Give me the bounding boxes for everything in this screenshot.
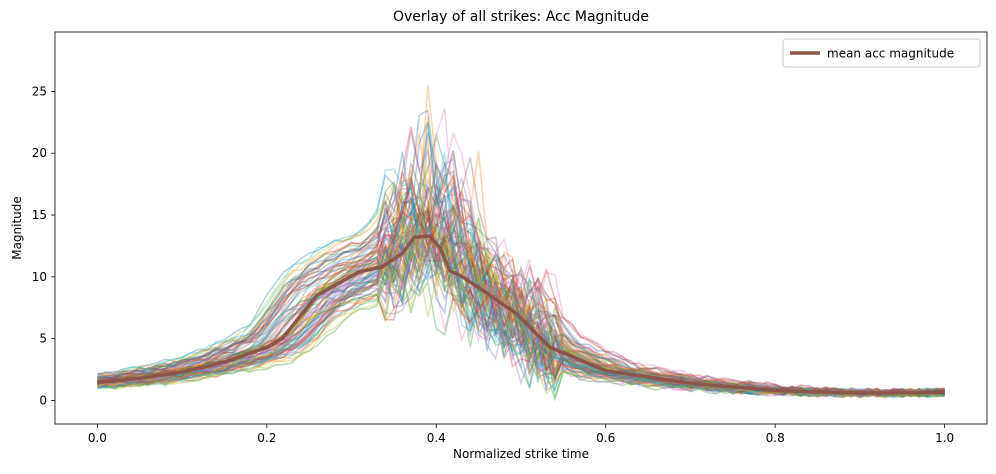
x-tick-label: 0.4 xyxy=(427,431,446,445)
strike-trace xyxy=(97,202,945,397)
strike-trace xyxy=(97,227,945,399)
y-tick-label: 10 xyxy=(32,270,47,284)
strike-trace xyxy=(97,233,945,398)
x-tick-label: 0.6 xyxy=(596,431,615,445)
strike-trace xyxy=(97,138,945,399)
strike-trace xyxy=(97,185,945,396)
strike-trace xyxy=(97,198,945,395)
strike-traces xyxy=(96,85,946,402)
strike-trace xyxy=(97,188,945,397)
x-tick-label: 0.2 xyxy=(257,431,276,445)
mean-acc-magnitude-line xyxy=(97,234,945,395)
y-axis-label: Magnitude xyxy=(10,196,24,260)
strike-trace xyxy=(97,203,945,397)
chart-title: Overlay of all strikes: Acc Magnitude xyxy=(393,9,649,25)
x-tick-label: 1.0 xyxy=(935,431,954,445)
strike-trace xyxy=(97,183,945,396)
strike-trace xyxy=(97,213,945,396)
strike-trace xyxy=(97,211,945,398)
plot-frame xyxy=(54,31,988,425)
strike-trace xyxy=(97,239,945,398)
y-tick-label: 20 xyxy=(32,146,47,160)
x-axis: 0.0 0.2 0.4 0.6 0.8 1.0 xyxy=(88,424,954,445)
strike-trace xyxy=(97,212,945,396)
y-axis: 0 5 10 15 20 25 xyxy=(32,84,55,408)
strike-trace xyxy=(97,238,945,399)
strike-trace xyxy=(97,121,945,395)
y-tick-label: 15 xyxy=(32,208,47,222)
strike-trace xyxy=(97,240,945,399)
mean-line-group xyxy=(97,234,945,395)
strike-trace xyxy=(97,169,945,397)
strike-trace xyxy=(97,241,945,398)
strike-trace xyxy=(97,171,945,394)
x-axis-label: Normalized strike time xyxy=(453,447,589,461)
strike-trace xyxy=(97,131,945,396)
strike-trace xyxy=(97,195,945,398)
strike-trace xyxy=(97,173,945,396)
strike-trace xyxy=(97,216,945,398)
strike-trace xyxy=(97,260,945,399)
strike-trace xyxy=(97,190,945,397)
strike-trace xyxy=(97,212,945,397)
y-tick-label: 5 xyxy=(39,332,47,346)
strike-trace xyxy=(97,220,946,397)
y-tick-label: 25 xyxy=(32,84,47,98)
x-tick-label: 0.0 xyxy=(88,431,107,445)
y-tick-label: 0 xyxy=(39,394,47,408)
x-tick-label: 0.8 xyxy=(766,431,785,445)
legend-label-mean: mean acc magnitude xyxy=(827,47,954,61)
legend-box xyxy=(782,38,981,68)
strike-trace xyxy=(97,217,945,399)
legend: mean acc magnitude xyxy=(782,38,981,68)
